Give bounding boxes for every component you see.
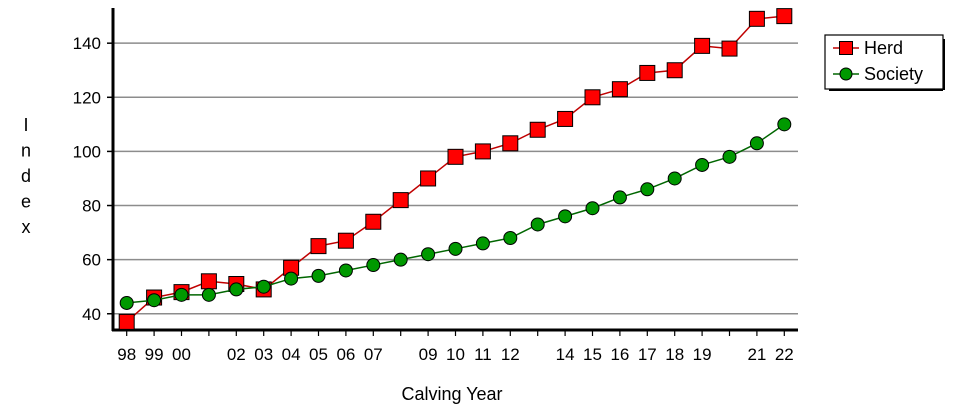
point-herd-2008 bbox=[392, 192, 409, 209]
point-society-1999 bbox=[147, 293, 162, 308]
x-tick-label-00: 00 bbox=[172, 345, 191, 364]
point-herd-1998 bbox=[118, 313, 135, 330]
point-herd-2005 bbox=[310, 238, 327, 255]
y-tick-label-120: 120 bbox=[73, 88, 101, 107]
point-herd-2022 bbox=[776, 8, 793, 25]
point-society-2008 bbox=[393, 252, 408, 267]
point-herd-2019 bbox=[694, 37, 711, 54]
point-herd-2017 bbox=[639, 64, 656, 81]
x-tick-label-17: 17 bbox=[638, 345, 657, 364]
legend-label-society: Society bbox=[864, 64, 923, 84]
point-herd-2001 bbox=[200, 273, 217, 290]
x-tick-label-07: 07 bbox=[364, 345, 383, 364]
point-society-2011 bbox=[475, 236, 490, 251]
point-society-2003 bbox=[256, 279, 271, 294]
y-tick-label-100: 100 bbox=[73, 142, 101, 161]
y-tick-label-80: 80 bbox=[82, 197, 101, 216]
x-tick-label-98: 98 bbox=[117, 345, 136, 364]
x-tick-label-22: 22 bbox=[775, 345, 794, 364]
point-herd-2014 bbox=[557, 110, 574, 127]
gridlines bbox=[113, 42, 798, 315]
legend-marker-society bbox=[839, 67, 853, 81]
x-tick-label-16: 16 bbox=[610, 345, 629, 364]
legend: Herd Society bbox=[824, 34, 945, 91]
point-society-2009 bbox=[421, 247, 436, 262]
legend-label-herd: Herd bbox=[864, 38, 903, 58]
y-tick-label-40: 40 bbox=[82, 305, 101, 324]
point-herd-2007 bbox=[365, 213, 382, 230]
point-herd-2006 bbox=[337, 232, 354, 249]
point-society-2000 bbox=[174, 287, 189, 302]
y-axis-ticks: 40 60 80 100 120 140 bbox=[73, 34, 113, 324]
point-herd-2009 bbox=[420, 170, 437, 187]
x-tick-label-09: 09 bbox=[419, 345, 438, 364]
point-society-2014 bbox=[558, 209, 573, 224]
point-herd-2013 bbox=[529, 121, 546, 138]
y-tick-label-60: 60 bbox=[82, 251, 101, 270]
series-herd bbox=[118, 8, 793, 330]
y-axis-title-letter: e bbox=[21, 192, 31, 212]
x-tick-label-99: 99 bbox=[145, 345, 164, 364]
x-tick-label-06: 06 bbox=[336, 345, 355, 364]
point-herd-2020 bbox=[721, 40, 738, 57]
point-society-2012 bbox=[503, 231, 518, 245]
x-tick-label-10: 10 bbox=[446, 345, 465, 364]
point-society-2015 bbox=[585, 201, 600, 216]
point-herd-2021 bbox=[748, 10, 765, 27]
x-tick-label-02: 02 bbox=[227, 345, 246, 364]
point-society-2016 bbox=[612, 190, 627, 205]
point-society-2018 bbox=[667, 171, 682, 186]
point-society-1998 bbox=[119, 295, 134, 310]
x-tick-label-03: 03 bbox=[254, 345, 273, 364]
point-herd-2012 bbox=[502, 135, 519, 152]
x-tick-label-19: 19 bbox=[693, 345, 712, 364]
point-society-2005 bbox=[311, 268, 326, 283]
x-axis-ticks: 98 99 00 02 03 04 05 06 07 09 10 11 12 14 15 16 17 18 19 21… bbox=[117, 330, 794, 364]
x-tick-label-11: 11 bbox=[474, 345, 492, 364]
x-tick-label-05: 05 bbox=[309, 345, 328, 364]
x-tick-label-12: 12 bbox=[501, 345, 520, 364]
point-society-2006 bbox=[338, 263, 353, 278]
point-society-2001 bbox=[201, 287, 216, 302]
x-tick-label-18: 18 bbox=[665, 345, 684, 364]
x-tick-label-14: 14 bbox=[556, 345, 575, 364]
point-society-2017 bbox=[640, 182, 655, 197]
y-tick-label-140: 140 bbox=[73, 34, 101, 53]
point-society-2019 bbox=[695, 157, 710, 172]
point-society-2022 bbox=[777, 117, 792, 132]
series-group bbox=[118, 8, 793, 330]
point-society-2021 bbox=[749, 136, 764, 151]
point-herd-2011 bbox=[474, 143, 491, 160]
series-line-herd bbox=[126, 15, 785, 323]
point-society-2004 bbox=[284, 271, 299, 286]
legend-marker-herd bbox=[839, 41, 853, 55]
series-society bbox=[119, 117, 792, 310]
y-axis-title-letter: d bbox=[21, 166, 31, 186]
x-tick-label-04: 04 bbox=[282, 345, 301, 364]
point-society-2007 bbox=[366, 258, 381, 273]
x-tick-label-21: 21 bbox=[747, 345, 766, 364]
point-society-2002 bbox=[229, 282, 244, 297]
y-axis-title-letter: n bbox=[21, 141, 31, 161]
point-herd-2016 bbox=[611, 81, 628, 98]
point-society-2013 bbox=[530, 217, 545, 232]
point-herd-2018 bbox=[666, 62, 683, 79]
x-axis-title: Calving Year bbox=[401, 384, 502, 404]
x-tick-label-15: 15 bbox=[583, 345, 602, 364]
y-axis-title-letter: I bbox=[23, 115, 28, 135]
point-society-2020 bbox=[722, 149, 737, 164]
point-herd-2015 bbox=[584, 89, 601, 106]
point-herd-2010 bbox=[447, 148, 464, 165]
point-society-2010 bbox=[448, 241, 463, 256]
y-axis-title-letter: x bbox=[22, 217, 31, 237]
